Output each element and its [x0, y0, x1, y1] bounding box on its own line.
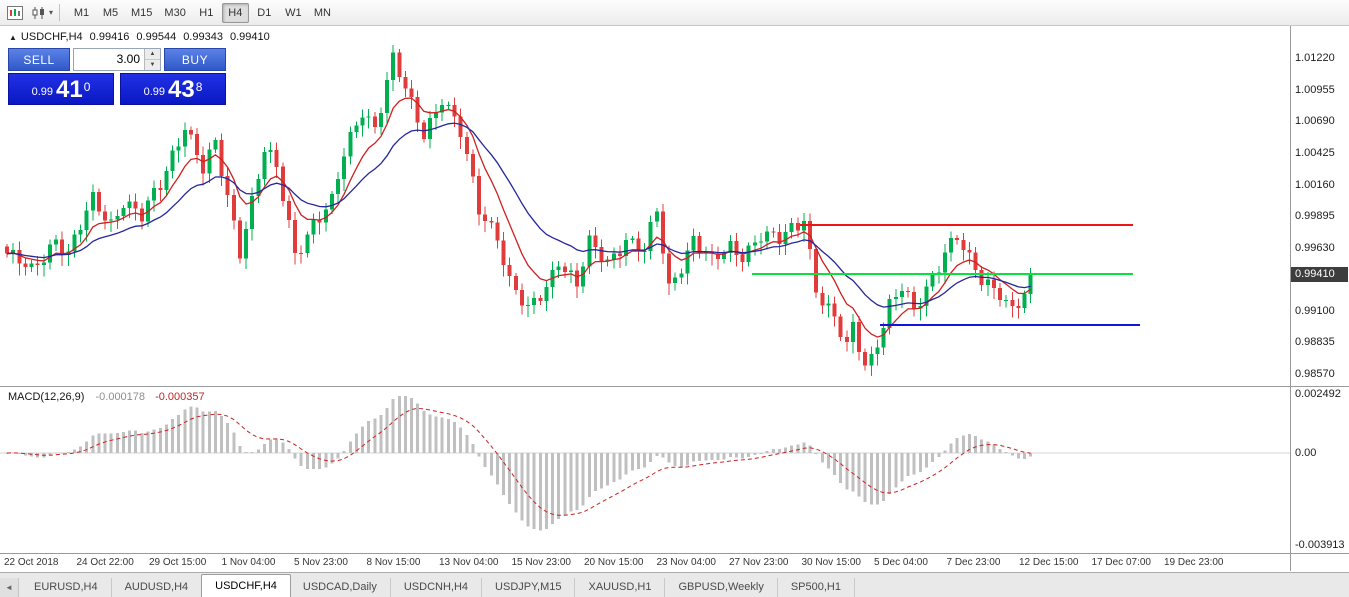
one-click-trading-panel: SELL 3.00 ▲ ▼ BUY 0.99 41 0 0.99 43 8: [8, 48, 226, 105]
ohlc-close: 0.99410: [229, 31, 270, 43]
chart-expand-icon[interactable]: ▲: [9, 33, 17, 42]
chart-symbol-period: USDCHF,H4: [20, 31, 83, 43]
top-toolbar: ▾ M1 M5 M15 M30 H1 H4 D1 W1 MN: [0, 0, 1349, 26]
chart-tab-bar: ◄ EURUSD,H4 AUDUSD,H4 USDCHF,H4 USDCAD,Dail…: [0, 572, 1349, 597]
timeframe-button-mn[interactable]: MN: [309, 3, 336, 23]
ohlc-open: 0.99416: [89, 31, 130, 43]
timeframe-button-d1[interactable]: D1: [251, 3, 278, 23]
volume-value: 3.00: [116, 52, 140, 66]
tab-gbpusd-weekly[interactable]: GBPUSD,Weekly: [665, 578, 778, 597]
timeframe-button-w1[interactable]: W1: [280, 3, 307, 23]
sell-button[interactable]: SELL: [8, 48, 70, 71]
tab-sp500-h1[interactable]: SP500,H1: [778, 578, 855, 597]
chart-header: ▲ USDCHF,H4 0.99416 0.99544 0.99343 0.99410: [9, 31, 277, 43]
tab-usdcnh-h4[interactable]: USDCNH,H4: [391, 578, 483, 597]
ma-slow-line: [6, 122, 1031, 308]
buy-price-display[interactable]: 0.99 43 8: [120, 73, 226, 105]
tab-xauusd-h1[interactable]: XAUUSD,H1: [575, 578, 666, 597]
buy-button[interactable]: BUY: [164, 48, 226, 71]
timeframe-button-h4[interactable]: H4: [221, 2, 249, 23]
ohlc-low: 0.99343: [183, 31, 223, 43]
volume-spinner: ▲ ▼: [144, 49, 160, 70]
volume-input[interactable]: 3.00 ▲ ▼: [73, 48, 161, 71]
current-price-badge: 0.99410: [1291, 266, 1348, 282]
macd-value-signal: -0.000357: [155, 391, 205, 403]
chart-type-dropdown-icon[interactable]: [27, 3, 51, 23]
timeframe-button-m1[interactable]: M1: [68, 3, 95, 23]
sell-price-small: 0.99: [31, 86, 54, 99]
buy-price-sup: 8: [195, 80, 203, 94]
buy-price-big: 43: [168, 76, 195, 103]
timeframe-toolbar: M1 M5 M15 M30 H1 H4 D1 W1 MN: [67, 2, 337, 23]
tab-scroll-left-button[interactable]: ◄: [0, 578, 19, 597]
macd-label: MACD(12,26,9): [8, 391, 85, 403]
sell-price-sup: 0: [83, 80, 91, 94]
tab-usdchf-h4[interactable]: USDCHF,H4: [201, 574, 291, 597]
chart-window-icon[interactable]: [3, 3, 27, 23]
macd-header: MACD(12,26,9) -0.000178 -0.000357: [8, 391, 205, 403]
tab-list: EURUSD,H4 AUDUSD,H4 USDCHF,H4 USDCAD,Daily U…: [21, 574, 855, 597]
spinner-down-icon[interactable]: ▼: [145, 60, 160, 70]
timeframe-button-h1[interactable]: H1: [193, 3, 220, 23]
macd-value-main: -0.000178: [95, 391, 146, 403]
sell-price-display[interactable]: 0.99 41 0: [8, 73, 114, 105]
sell-price-big: 41: [56, 76, 83, 103]
spinner-up-icon[interactable]: ▲: [145, 49, 160, 60]
timeframe-button-m5[interactable]: M5: [97, 3, 124, 23]
macd-signal-line: [6, 407, 1031, 516]
buy-price-small: 0.99: [143, 86, 166, 99]
toolbar-separator: [59, 4, 61, 21]
chevron-down-icon[interactable]: ▾: [49, 8, 54, 17]
tab-audusd-h4[interactable]: AUDUSD,H4: [112, 578, 203, 597]
tab-usdcad-daily[interactable]: USDCAD,Daily: [290, 578, 391, 597]
ohlc-high: 0.99544: [136, 31, 177, 43]
macd-histogram: [5, 396, 1033, 531]
tab-eurusd-h4[interactable]: EURUSD,H4: [21, 578, 112, 597]
ma-fast-line: [6, 97, 1032, 338]
timeframe-button-m15[interactable]: M15: [126, 3, 157, 23]
timeframe-button-m30[interactable]: M30: [159, 3, 190, 23]
tab-usdjpy-m15[interactable]: USDJPY,M15: [482, 578, 576, 597]
